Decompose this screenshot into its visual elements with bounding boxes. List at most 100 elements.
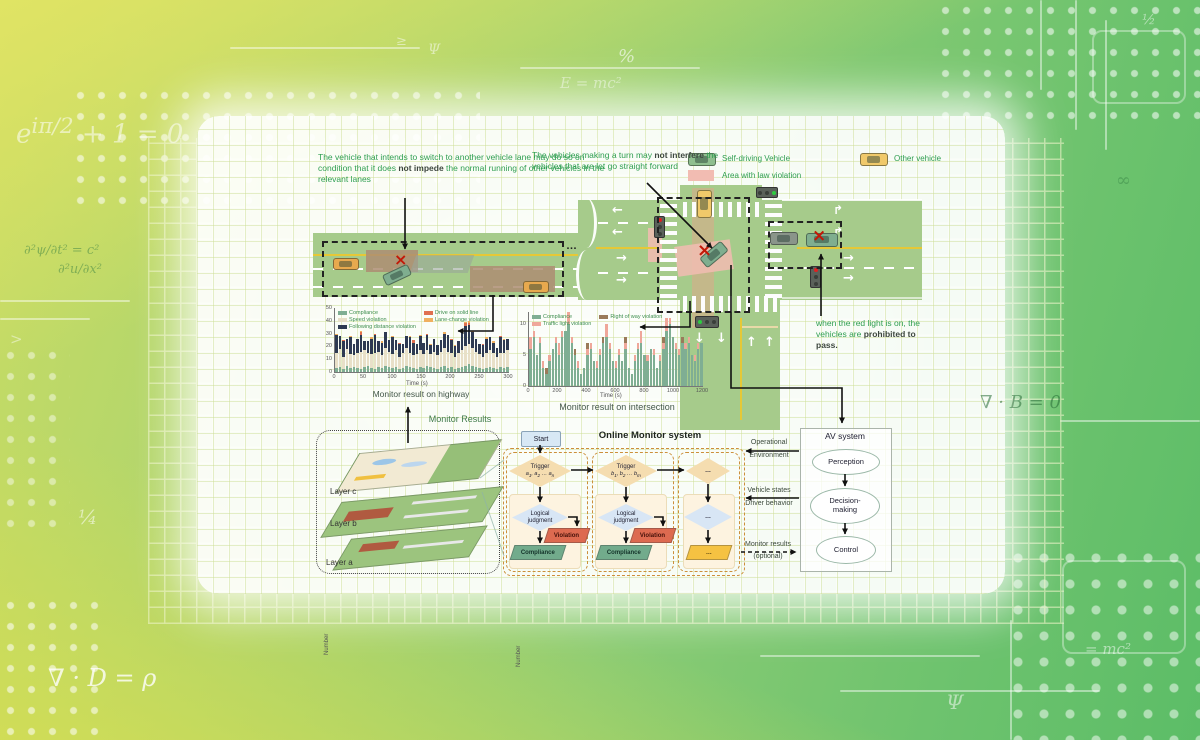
bar-segment xyxy=(370,368,373,372)
bar-segment xyxy=(567,312,570,325)
traffic-light xyxy=(810,266,821,288)
bar-segment xyxy=(467,364,471,372)
bar-segment xyxy=(398,356,401,370)
bar-segment xyxy=(429,343,432,346)
bar-segment xyxy=(415,343,419,355)
legend-item: Following distance violation xyxy=(338,324,416,330)
bar-segment xyxy=(611,361,614,386)
bar-segment xyxy=(359,334,363,352)
lane-dash xyxy=(598,222,658,224)
bar-segment xyxy=(401,352,405,369)
bar-segment xyxy=(499,366,502,372)
bar-segment xyxy=(422,354,425,369)
bar-segment xyxy=(471,365,474,372)
bar-segment xyxy=(377,341,380,352)
bar-segment xyxy=(495,347,499,357)
legend-swatch xyxy=(338,325,347,329)
bar-segment xyxy=(432,338,436,352)
x-tick-label: 200 xyxy=(552,388,562,394)
bar-segment xyxy=(436,345,439,356)
bar-segment xyxy=(464,365,467,372)
bar-segment xyxy=(370,337,373,339)
bar-segment xyxy=(335,368,338,372)
bar-segment xyxy=(602,342,605,386)
bar-segment xyxy=(499,352,502,367)
bar-segment xyxy=(349,337,352,355)
traffic-light xyxy=(756,187,778,198)
y-tick-label: 50 xyxy=(325,305,332,311)
y-tick-label: 10 xyxy=(519,321,526,328)
bar-segment xyxy=(464,346,467,366)
bar-segment xyxy=(576,361,580,368)
bar-segment xyxy=(693,361,697,386)
monitor-results-label: Monitor Results xyxy=(428,414,492,424)
bar-segment xyxy=(425,350,429,366)
bar-segment xyxy=(697,342,700,349)
bar-segment xyxy=(548,355,551,362)
red-light-monitor-region xyxy=(768,221,842,269)
circuit-trace xyxy=(760,655,980,657)
bar-segment xyxy=(605,324,608,337)
bar-segment xyxy=(586,342,589,349)
bar-segment xyxy=(338,366,342,372)
layer-c-label: Layer c xyxy=(330,487,357,496)
stop-line xyxy=(742,326,778,328)
bar-segment xyxy=(502,368,506,372)
lane-arrow-icon: → xyxy=(843,271,854,286)
note-red-light: when the red light is on, the vehicles a… xyxy=(816,318,920,351)
lane-arrow-icon: ↓ xyxy=(716,331,727,346)
y-axis-label: Number xyxy=(324,633,330,655)
legend-other-vehicle-label: Other vehicle xyxy=(894,154,942,163)
chart-highway: Number Compliance Speed violation Followin… xyxy=(318,303,518,655)
bar-segment xyxy=(535,355,539,386)
legend-label: Speed violation xyxy=(349,317,387,323)
bar-segment xyxy=(408,336,412,338)
trigger-vars: b1, b2 … bm xyxy=(611,470,641,478)
bar-segment xyxy=(377,351,380,367)
bar-segment xyxy=(398,343,401,357)
bar-segment xyxy=(356,368,359,372)
bar-segment xyxy=(633,355,637,362)
decision-line2: making xyxy=(832,505,858,514)
bar-segment xyxy=(630,373,633,386)
legend-swatch xyxy=(599,315,609,319)
bar-segment xyxy=(335,352,338,369)
control-label: Control xyxy=(833,544,859,554)
bar-segment xyxy=(366,352,370,366)
bar-segment xyxy=(573,355,576,386)
bar-segment xyxy=(467,324,471,344)
bar-segment xyxy=(401,343,405,353)
x-tick-label: 1000 xyxy=(666,388,680,394)
bar-segment xyxy=(471,331,474,333)
bar-segment xyxy=(681,342,684,386)
legend-item: Lane-change violation xyxy=(423,317,489,323)
bar-segment xyxy=(391,337,394,355)
road-edge xyxy=(782,199,922,201)
bar-segment xyxy=(391,368,394,372)
bar-segment xyxy=(453,346,457,357)
circuit-trace xyxy=(1075,0,1077,130)
bar-segment xyxy=(359,331,363,333)
map-detail xyxy=(370,457,398,467)
bar-segment xyxy=(573,349,576,356)
bar-segment xyxy=(349,336,352,338)
note-turn: The vehicles making a turn may not inter… xyxy=(532,150,719,172)
bar-segment xyxy=(542,367,545,386)
bar-segment xyxy=(366,341,370,353)
logical-line2: judgment xyxy=(527,517,553,524)
bar-segment xyxy=(419,366,422,372)
x-tick-label: 1200 xyxy=(695,388,709,394)
bar-segment xyxy=(439,366,443,372)
legend-violation-area-swatch xyxy=(688,170,714,181)
monitor-column-1 xyxy=(506,452,588,572)
bar-segment xyxy=(377,366,380,372)
bar-segment xyxy=(446,368,450,372)
bar-segment xyxy=(545,367,548,374)
lane-arrow-icon: ↓ xyxy=(694,331,705,346)
trigger-label: Trigger xyxy=(530,464,550,471)
logical-line2: judgment xyxy=(613,517,639,524)
bar-segment xyxy=(460,350,464,367)
bar-segment xyxy=(352,343,356,356)
circuit-trace xyxy=(1040,0,1042,90)
bar-segment xyxy=(674,349,678,386)
